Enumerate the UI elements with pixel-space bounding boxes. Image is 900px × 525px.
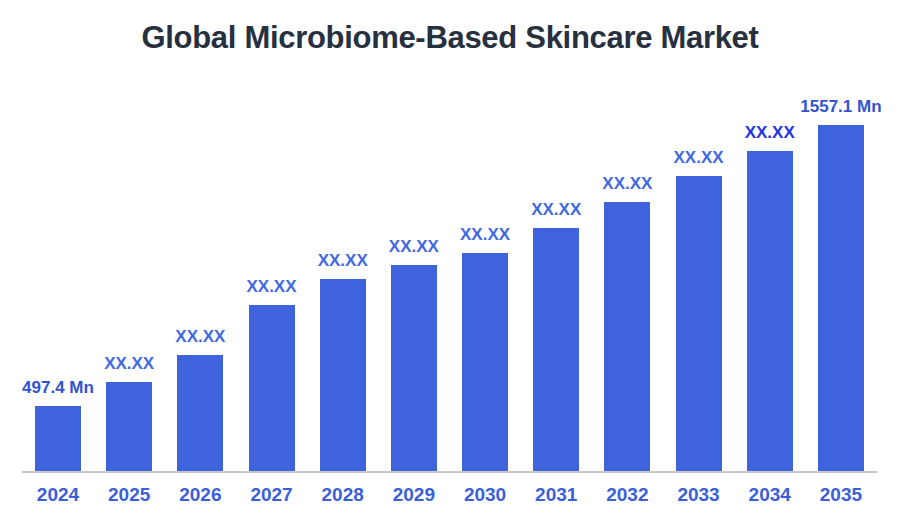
bar-column-2031: XX.XX (533, 200, 579, 471)
x-axis-label-2025: 2025 (106, 484, 152, 506)
bar-2032 (604, 202, 650, 471)
bar-value-label-2028: XX.XX (318, 251, 368, 271)
bar-2031 (533, 228, 579, 471)
x-axis-label-2032: 2032 (604, 484, 650, 506)
chart-canvas: Global Microbiome-Based Skincare Market … (0, 0, 900, 525)
bar-2034 (747, 151, 793, 471)
bar-column-2028: XX.XX (320, 251, 366, 471)
bar-column-2035: 1557.1 Mn (818, 97, 864, 471)
x-axis-label-2026: 2026 (177, 484, 223, 506)
bar-2025 (106, 382, 152, 471)
bar-column-2024: 497.4 Mn (35, 378, 81, 471)
bar-value-label-2035: 1557.1 Mn (800, 97, 881, 117)
bar-value-label-2030: XX.XX (460, 225, 510, 245)
bar-column-2030: XX.XX (462, 225, 508, 471)
bar-value-label-2024: 497.4 Mn (22, 378, 94, 398)
bar-column-2034: XX.XX (747, 123, 793, 471)
x-axis-label-2034: 2034 (747, 484, 793, 506)
bar-value-label-2032: XX.XX (602, 174, 652, 194)
x-axis-label-2033: 2033 (676, 484, 722, 506)
bar-2035 (818, 125, 864, 471)
bar-2030 (462, 253, 508, 471)
bar-value-label-2027: XX.XX (246, 277, 296, 297)
bar-2028 (320, 279, 366, 471)
bar-2024 (35, 406, 81, 471)
x-axis-label-2035: 2035 (818, 484, 864, 506)
x-axis-label-2029: 2029 (391, 484, 437, 506)
bar-column-2033: XX.XX (676, 148, 722, 471)
bar-value-label-2034: XX.XX (745, 123, 795, 143)
bar-chart: 497.4 Mn XX.XX XX.XX XX.XX XX.XX XX.XX XX.XX XX… (0, 0, 900, 525)
x-axis-label-2028: 2028 (320, 484, 366, 506)
bar-column-2029: XX.XX (391, 237, 437, 471)
bars-container: 497.4 Mn XX.XX XX.XX XX.XX XX.XX XX.XX XX.XX XX… (35, 0, 864, 471)
bar-value-label-2025: XX.XX (104, 354, 154, 374)
x-axis-label-2024: 2024 (35, 484, 81, 506)
bar-column-2027: XX.XX (249, 277, 295, 471)
bar-2033 (676, 176, 722, 471)
bar-column-2025: XX.XX (106, 354, 152, 471)
bar-2027 (249, 305, 295, 471)
bar-column-2026: XX.XX (177, 327, 223, 471)
x-axis-line (22, 471, 877, 473)
bar-value-label-2033: XX.XX (674, 148, 724, 168)
bar-value-label-2029: XX.XX (389, 237, 439, 257)
x-axis-label-2027: 2027 (249, 484, 295, 506)
bar-value-label-2031: XX.XX (531, 200, 581, 220)
bar-value-label-2026: XX.XX (175, 327, 225, 347)
bar-2026 (177, 355, 223, 471)
x-axis-label-2030: 2030 (462, 484, 508, 506)
x-axis-labels: 2024 2025 2026 2027 2028 2029 2030 2031 2032 2033… (35, 484, 864, 506)
x-axis-label-2031: 2031 (533, 484, 579, 506)
bar-2029 (391, 265, 437, 471)
bar-column-2032: XX.XX (604, 174, 650, 471)
